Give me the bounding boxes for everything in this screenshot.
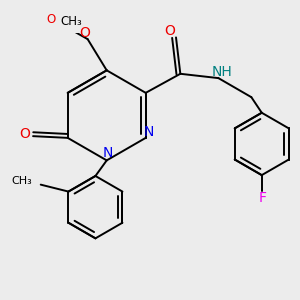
Text: O: O [19,128,30,141]
Text: O: O [80,26,91,40]
Text: N: N [144,125,154,139]
Text: CH₃: CH₃ [11,176,32,186]
Text: O: O [46,13,56,26]
Text: CH₃: CH₃ [60,15,82,28]
Text: O: O [164,24,175,38]
Text: N: N [102,146,113,161]
Text: NH: NH [212,65,232,79]
Text: F: F [259,191,267,206]
